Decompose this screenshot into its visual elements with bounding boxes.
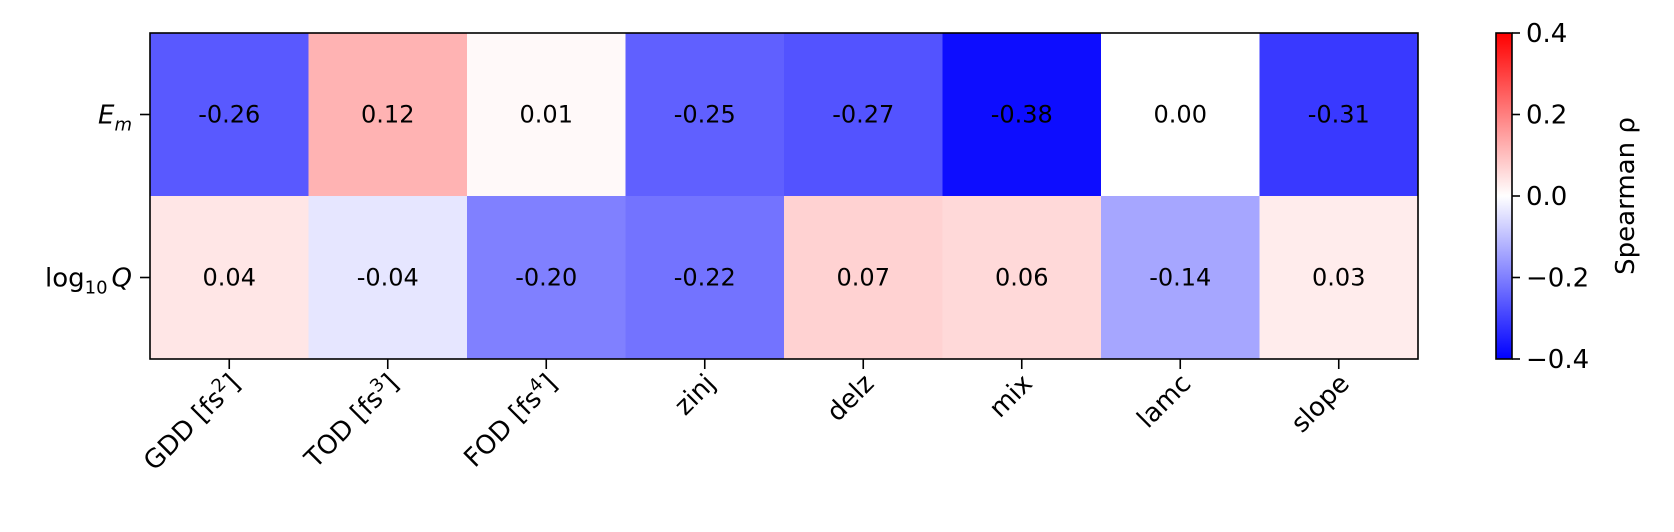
cell-value-label: -0.20	[515, 264, 577, 292]
column-tick-label: TOD [fs3]	[296, 367, 404, 475]
cell-value-label: -0.31	[1308, 101, 1370, 129]
column-tick-label: lamc	[1132, 369, 1198, 435]
row-labels: Em log10 Q	[45, 101, 150, 299]
column-tick-label: GDD [fs2]	[136, 367, 246, 477]
heatmap-cell	[150, 196, 309, 360]
cell-value-label: -0.22	[674, 264, 736, 292]
column-tick-label: FOD [fs4]	[456, 367, 563, 474]
heatmap-cell	[942, 33, 1102, 197]
column-labels: GDD [fs2] TOD [fs3] FOD [fs4] zinj delz mix la…	[136, 359, 1356, 477]
cell-value-label: 0.03	[1312, 264, 1365, 292]
column-tick-label: zinj	[669, 369, 722, 422]
cell-value-label: 0.06	[995, 264, 1048, 292]
heatmap-cell	[467, 196, 626, 360]
colorbar-tick-label: −0.2	[1526, 264, 1589, 294]
colorbar: 0.4 0.2 0.0 −0.2 −0.4 Spearman ρ	[1495, 19, 1641, 375]
column-tick-label: mix	[984, 369, 1039, 424]
heatmap-cell	[467, 33, 626, 197]
cell-value-label: 0.00	[1154, 101, 1207, 129]
cell-value-label: 0.12	[361, 101, 414, 129]
heatmap-cell	[1101, 33, 1260, 197]
cell-value-label: -0.38	[991, 101, 1053, 129]
column-tick-label: delz	[821, 369, 880, 428]
heatmap-cell	[308, 196, 468, 360]
row-tick-label: log10 Q	[45, 264, 132, 299]
colorbar-label: Spearman ρ	[1611, 117, 1641, 275]
heatmap-cell	[625, 33, 785, 197]
cell-value-label: 0.07	[837, 264, 890, 292]
heatmap-cell	[942, 196, 1102, 360]
cell-value-label: 0.04	[203, 264, 256, 292]
heatmap-cell	[150, 33, 309, 197]
colorbar-ticks: 0.4 0.2 0.0 −0.2 −0.4	[1512, 19, 1589, 375]
colorbar-tick-label: 0.2	[1526, 101, 1567, 131]
heatmap-cell	[784, 33, 943, 197]
colorbar-gradient	[1495, 32, 1513, 360]
cell-value-label: -0.04	[357, 264, 419, 292]
heatmap-cell	[308, 33, 468, 197]
cell-value-label: 0.01	[520, 101, 573, 129]
column-tick-label: slope	[1286, 369, 1356, 439]
cell-value-label: -0.27	[832, 101, 894, 129]
heatmap-cell	[784, 196, 943, 360]
heatmap-cell	[1259, 196, 1419, 360]
colorbar-tick-label: 0.0	[1526, 182, 1567, 212]
heatmap-frame	[149, 32, 1419, 360]
cell-value-label: -0.25	[674, 101, 736, 129]
cell-value-label: -0.14	[1149, 264, 1211, 292]
heatmap-cell	[1101, 196, 1260, 360]
heatmap-cell	[1259, 33, 1419, 197]
cell-value-label: -0.26	[198, 101, 260, 129]
heatmap-cell	[625, 196, 785, 360]
colorbar-tick-label: 0.4	[1526, 19, 1567, 49]
colorbar-tick-label: −0.4	[1526, 345, 1589, 375]
heatmap-cells: -0.26 0.12 0.01 -0.25 -0.27 -0.38 0.00 -0.31 0.0…	[150, 33, 1419, 360]
row-tick-label: Em	[98, 101, 132, 136]
